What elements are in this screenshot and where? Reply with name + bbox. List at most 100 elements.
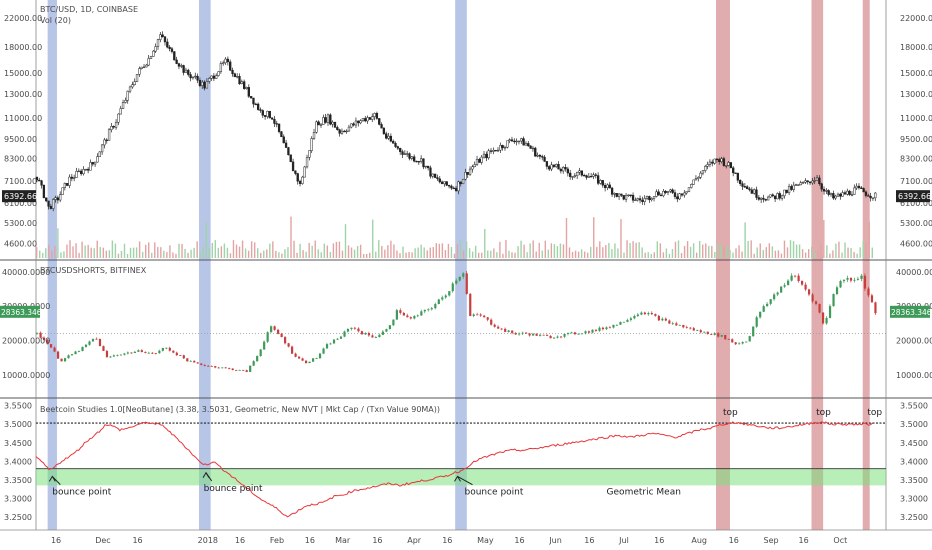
shorts-candle	[804, 284, 807, 290]
volume-bar	[45, 248, 47, 258]
price-candle	[806, 180, 809, 183]
volume-bar	[789, 240, 792, 258]
price-candle	[529, 145, 532, 149]
price-candle	[692, 179, 695, 185]
volume-bar	[172, 252, 174, 258]
shorts-candle	[671, 323, 674, 325]
shorts-candle	[814, 301, 818, 304]
price-candle	[345, 130, 348, 133]
price-candle	[126, 90, 129, 101]
shorts-candle	[186, 358, 189, 362]
shorts-candle	[444, 295, 447, 298]
volume-bar	[393, 244, 395, 258]
volume-bar	[296, 252, 298, 258]
price-last-value-left: 6392.66	[4, 192, 37, 201]
volume-bar	[36, 247, 38, 258]
price-candle	[708, 161, 712, 165]
price-candle	[184, 69, 188, 73]
indicator-ytick-right: 3.5000	[900, 420, 928, 429]
volume-bar	[771, 246, 774, 258]
price-candle	[459, 181, 462, 185]
volume-bar	[205, 222, 207, 258]
price-candle	[347, 126, 351, 132]
price-candle	[680, 193, 684, 196]
annotation-bounce-point: bounce point	[52, 488, 111, 498]
price-candle	[168, 46, 171, 49]
shorts-candle	[867, 288, 870, 296]
highlight-band-6	[862, 0, 870, 530]
volume-bar	[60, 252, 62, 258]
price-candle	[252, 97, 255, 105]
price-candle	[170, 48, 174, 52]
volume-bar	[550, 243, 553, 258]
shorts-candle	[759, 311, 762, 318]
volume-bar	[608, 242, 610, 258]
price-candle	[380, 124, 383, 129]
volume-bar	[187, 252, 189, 258]
shorts-candle	[566, 332, 570, 334]
price-candle	[447, 185, 451, 187]
volume-bar	[729, 249, 731, 258]
volume-bar	[435, 243, 438, 258]
price-candle	[748, 188, 751, 191]
shorts-candle	[165, 347, 168, 349]
price-candle	[63, 183, 66, 188]
indicator-ytick-left: 3.5000	[4, 420, 32, 429]
x-tick-label: Aug	[691, 536, 707, 545]
volume-bar	[641, 247, 643, 258]
price-candle	[103, 139, 106, 146]
price-candle	[645, 196, 649, 199]
price-candle	[729, 162, 733, 169]
volume-bar	[835, 243, 837, 258]
shorts-candle	[727, 339, 730, 340]
price-candle	[133, 81, 136, 85]
volume-bar	[305, 251, 307, 258]
volume-bar	[826, 245, 828, 258]
volume-bar	[329, 252, 332, 258]
volume-bar	[263, 250, 265, 258]
volume-bar	[547, 249, 550, 258]
volume-bar	[705, 243, 707, 258]
shorts-candle	[664, 318, 667, 321]
shorts-candle	[409, 317, 412, 319]
price-candle	[54, 197, 57, 200]
volume-bar	[78, 252, 80, 258]
volume-bar	[520, 240, 522, 258]
indicator-ytick-left: 3.3500	[4, 476, 32, 485]
volume-bar	[317, 249, 319, 258]
volume-bar	[444, 250, 447, 258]
price-candle	[359, 120, 362, 124]
price-candle	[627, 194, 630, 196]
price-candle	[233, 73, 236, 78]
price-ytick-right: 8300.00	[900, 155, 932, 164]
volume-bar	[290, 216, 292, 258]
price-candle	[259, 109, 262, 111]
shorts-candle	[580, 333, 584, 335]
price-ytick-left: 11000.00	[4, 114, 42, 123]
volume-bar	[804, 252, 807, 258]
price-candle	[522, 138, 525, 146]
price-candle	[243, 81, 246, 89]
price-candle	[408, 153, 411, 159]
volume-bar	[138, 241, 141, 258]
price-candle	[548, 166, 551, 170]
volume-bar	[653, 252, 655, 258]
shorts-candle	[514, 332, 517, 335]
shorts-candle	[717, 333, 720, 337]
price-candle	[797, 184, 800, 186]
volume-bar	[39, 250, 41, 258]
price-candle	[478, 159, 481, 163]
price-candle	[801, 182, 805, 184]
price-candle	[124, 100, 127, 103]
volume-bar	[659, 243, 662, 258]
shorts-candle	[228, 368, 231, 369]
shorts-candle	[154, 353, 157, 355]
shorts-candle	[413, 316, 416, 319]
price-candle	[499, 145, 502, 151]
price-candle	[466, 172, 469, 175]
shorts-candle	[36, 332, 39, 334]
shorts-candle	[752, 326, 755, 337]
volume-bar	[365, 253, 368, 258]
price-candle	[145, 64, 148, 68]
shorts-candle	[329, 343, 332, 345]
